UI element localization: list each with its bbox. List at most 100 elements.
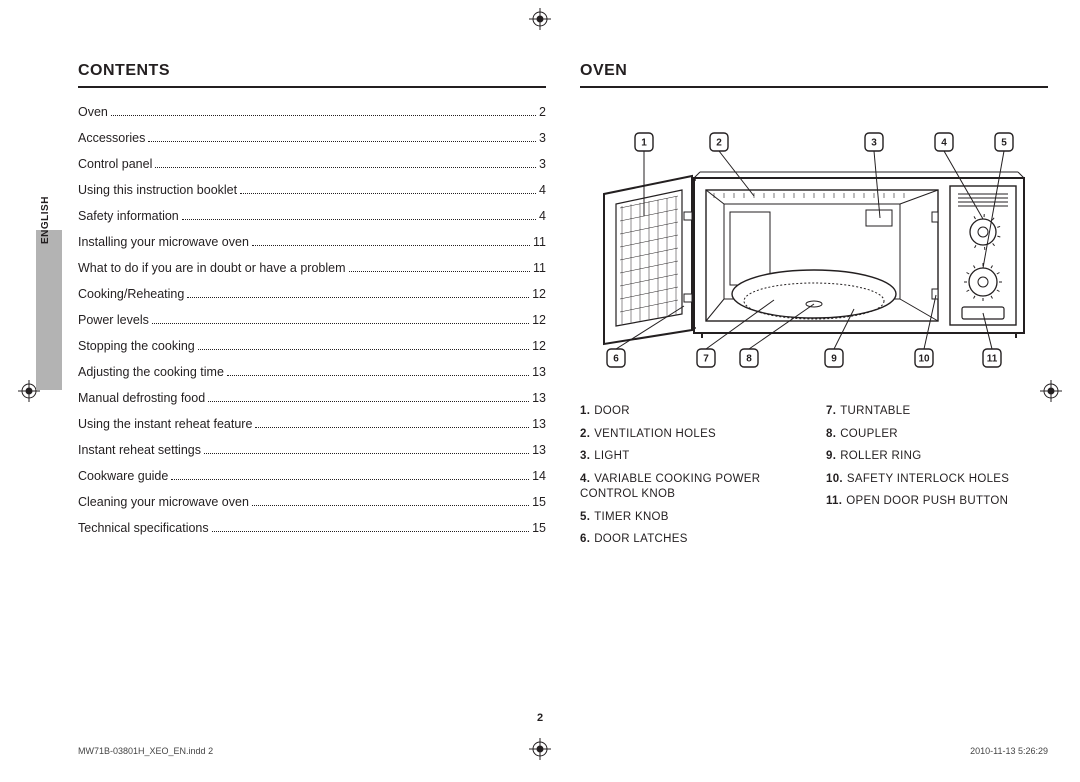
oven-diagram-svg: 1234567891011	[580, 106, 1048, 386]
toc-row-title: Technical specifications	[78, 522, 209, 535]
toc-row: Installing your microwave oven 11	[78, 236, 546, 249]
part-row: 8. COUPLER	[826, 427, 1048, 443]
toc-row-leader	[187, 297, 529, 298]
toc-row: Cookware guide 14	[78, 470, 546, 483]
toc-row-page: 13	[532, 392, 546, 405]
svg-text:11: 11	[987, 354, 998, 365]
part-label: ROLLER RING	[840, 450, 921, 462]
part-label: COUPLER	[840, 428, 898, 440]
svg-text:1: 1	[641, 138, 647, 149]
toc-row-page: 4	[539, 184, 546, 197]
toc-row-leader	[111, 115, 536, 116]
toc-row-leader	[171, 479, 529, 480]
part-label: DOOR LATCHES	[594, 533, 687, 545]
toc-row: Manual defrosting food 13	[78, 392, 546, 405]
toc-row: Cleaning your microwave oven 15	[78, 496, 546, 509]
part-row: 1.DOOR	[580, 404, 802, 420]
svg-text:4: 4	[941, 138, 947, 149]
toc-row-leader	[155, 167, 536, 168]
toc-row-page: 14	[532, 470, 546, 483]
toc-row-page: 12	[532, 288, 546, 301]
part-number: 3.	[580, 450, 590, 462]
toc-row-title: What to do if you are in doubt or have a…	[78, 262, 346, 275]
part-row: 7. TURNTABLE	[826, 404, 1048, 420]
parts-list-right: 7. TURNTABLE 8. COUPLER 9. ROLLER RING 10. SAFE…	[826, 404, 1048, 555]
part-number: 5.	[580, 511, 590, 523]
part-row: 2.VENTILATION HOLES	[580, 427, 802, 443]
toc-row-page: 12	[532, 314, 546, 327]
toc-row: Safety information 4	[78, 210, 546, 223]
part-number: 10.	[826, 473, 843, 485]
oven-diagram: 1234567891011	[580, 106, 1048, 386]
toc-row-page: 4	[539, 210, 546, 223]
toc-row-leader	[227, 375, 529, 376]
toc-row-title: Instant reheat settings	[78, 444, 201, 457]
toc-row: Technical specifications 15	[78, 522, 546, 535]
svg-text:3: 3	[871, 138, 877, 149]
toc-row-title: Using the instant reheat feature	[78, 418, 252, 431]
part-row: 4.VARIABLE COOKING POWER CONTROL KNOB	[580, 472, 802, 503]
toc-row-title: Cooking/Reheating	[78, 288, 184, 301]
toc-row-leader	[212, 531, 529, 532]
toc-row-page: 13	[532, 444, 546, 457]
svg-text:8: 8	[746, 354, 752, 365]
part-row: 11.OPEN DOOR PUSH BUTTON	[826, 494, 1048, 510]
part-label: DOOR	[594, 405, 630, 417]
svg-text:7: 7	[703, 354, 709, 365]
toc-row: Control panel 3	[78, 158, 546, 171]
language-tab: ENGLISH	[36, 160, 62, 254]
toc-row-leader	[204, 453, 529, 454]
toc-row-page: 11	[533, 262, 546, 275]
language-tab-bg	[36, 230, 62, 390]
toc-row-title: Safety information	[78, 210, 179, 223]
toc-row-page: 12	[532, 340, 546, 353]
svg-text:6: 6	[613, 354, 619, 365]
svg-text:10: 10	[918, 354, 930, 365]
toc-row: Power levels 12	[78, 314, 546, 327]
toc-row-leader	[252, 245, 530, 246]
part-label: SAFETY INTERLOCK HOLES	[847, 473, 1009, 485]
toc-row: Stopping the cooking 12	[78, 340, 546, 353]
part-row: 10. SAFETY INTERLOCK HOLES	[826, 472, 1048, 488]
toc-row-leader	[349, 271, 530, 272]
svg-text:2: 2	[716, 138, 722, 149]
part-number: 9.	[826, 450, 836, 462]
toc-row-leader	[255, 427, 529, 428]
part-number: 4.	[580, 473, 590, 485]
part-number: 7.	[826, 405, 836, 417]
toc-row-page: 3	[539, 158, 546, 171]
toc-row-title: Using this instruction booklet	[78, 184, 237, 197]
toc-row: Using this instruction booklet 4	[78, 184, 546, 197]
toc-row-title: Power levels	[78, 314, 149, 327]
toc-row: Cooking/Reheating 12	[78, 288, 546, 301]
toc-row-page: 15	[532, 522, 546, 535]
toc-row: Oven 2	[78, 106, 546, 119]
table-of-contents: Oven 2Accessories 3Control panel 3Using …	[78, 106, 546, 535]
toc-row-leader	[252, 505, 529, 506]
footer-timestamp: 2010-11-13 5:26:29	[970, 746, 1048, 756]
part-row: 3. LIGHT	[580, 449, 802, 465]
toc-row-title: Cleaning your microwave oven	[78, 496, 249, 509]
toc-row-leader	[198, 349, 529, 350]
svg-text:9: 9	[831, 354, 837, 365]
toc-row-title: Stopping the cooking	[78, 340, 195, 353]
toc-row-page: 13	[532, 418, 546, 431]
oven-heading: OVEN	[580, 62, 1048, 88]
part-label: TURNTABLE	[840, 405, 910, 417]
contents-column: CONTENTS Oven 2Accessories 3Control pane…	[78, 62, 546, 702]
toc-row: Instant reheat settings 13	[78, 444, 546, 457]
toc-row-page: 13	[532, 366, 546, 379]
part-row: 6. DOOR LATCHES	[580, 532, 802, 548]
part-label: LIGHT	[594, 450, 629, 462]
toc-row: Adjusting the cooking time 13	[78, 366, 546, 379]
toc-row-leader	[152, 323, 529, 324]
parts-list-left: 1.DOOR 2.VENTILATION HOLES 3. LIGHT 4.VARIAB…	[580, 404, 802, 555]
part-number: 6.	[580, 533, 590, 545]
footer-filename: MW71B-03801H_XEO_EN.indd 2	[78, 746, 213, 756]
toc-row: What to do if you are in doubt or have a…	[78, 262, 546, 275]
oven-column: OVEN 1234567891011 1.DOOR2.VENTILATION H…	[580, 62, 1048, 702]
part-number: 8.	[826, 428, 836, 440]
toc-row-page: 11	[533, 236, 546, 249]
part-label: TIMER KNOB	[594, 511, 669, 523]
language-tab-label: ENGLISH	[40, 196, 51, 244]
